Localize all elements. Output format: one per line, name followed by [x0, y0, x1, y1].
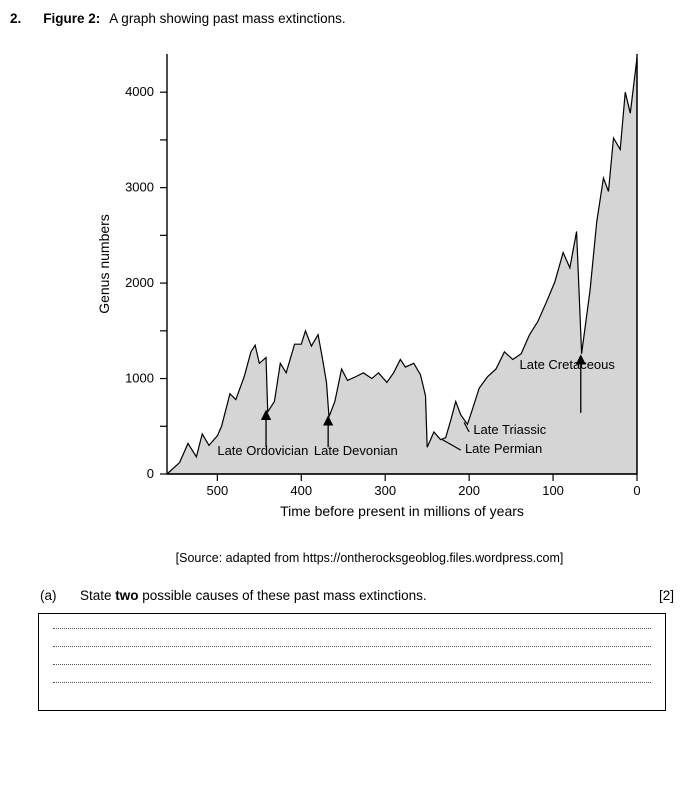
part-letter: (a) [40, 587, 80, 605]
y-tick-label: 1000 [125, 371, 154, 386]
x-axis-label: Time before present in millions of years [280, 503, 524, 519]
extinction-chart: 500400300200100001000200030004000Time be… [82, 34, 657, 567]
answer-line [53, 628, 651, 629]
part-a-suffix: possible causes of these past mass extin… [139, 588, 427, 603]
annotation-label: Late Devonian [314, 443, 398, 458]
y-tick-label: 4000 [125, 84, 154, 99]
x-tick-label: 200 [458, 483, 480, 498]
marks: [2] [638, 587, 674, 605]
area-series [167, 58, 637, 474]
x-tick-label: 300 [374, 483, 396, 498]
figure-caption-line: Figure 2: A graph showing past mass exti… [43, 10, 345, 28]
annotation-label: Late Cretaceous [520, 357, 616, 372]
x-tick-label: 400 [290, 483, 312, 498]
answer-line [53, 682, 651, 683]
annotation-label: Late Permian [465, 441, 542, 456]
y-tick-label: 3000 [125, 180, 154, 195]
part-a-row: (a) State two possible causes of these p… [40, 587, 674, 605]
part-a-text: State two possible causes of these past … [80, 587, 638, 605]
part-a-prefix: State [80, 588, 115, 603]
part-a-bold: two [115, 588, 138, 603]
annotation-label: Late Ordovician [217, 443, 308, 458]
x-tick-label: 500 [207, 483, 229, 498]
annotation-label: Late Triassic [473, 422, 546, 437]
question-header: 2. Figure 2: A graph showing past mass e… [10, 10, 674, 28]
figure-caption-text: A graph showing past mass extinctions. [109, 11, 345, 26]
answer-box [38, 613, 666, 711]
exam-page: 2. Figure 2: A graph showing past mass e… [0, 0, 692, 797]
chart-svg: 500400300200100001000200030004000Time be… [82, 34, 657, 544]
answer-line [53, 664, 651, 665]
x-tick-label: 100 [542, 483, 564, 498]
y-axis-label: Genus numbers [96, 214, 112, 314]
answer-line [53, 646, 651, 647]
y-tick-label: 2000 [125, 275, 154, 290]
question-number: 2. [10, 10, 21, 28]
x-tick-label: 0 [633, 483, 640, 498]
y-tick-label: 0 [147, 466, 154, 481]
figure-label: Figure 2: [43, 11, 100, 26]
source-attribution: [Source: adapted from https://ontherocks… [82, 550, 657, 567]
